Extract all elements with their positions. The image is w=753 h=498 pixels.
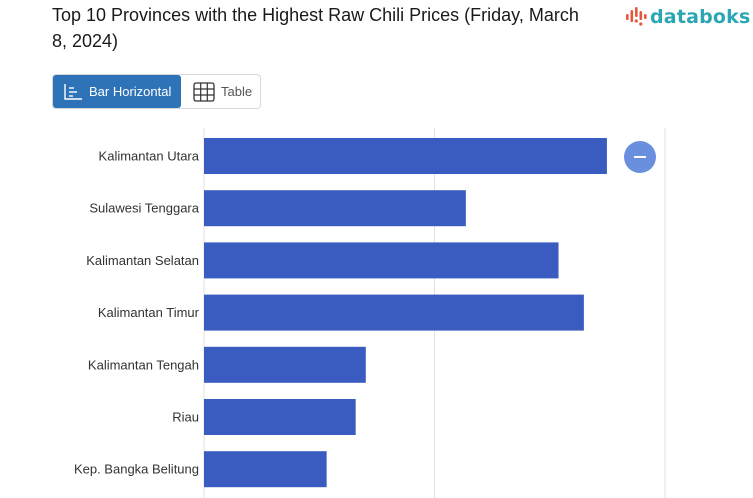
view-toggle: Bar Horizontal Table xyxy=(52,74,261,109)
category-label-3: Kalimantan Timur xyxy=(98,305,200,320)
bar-2[interactable] xyxy=(204,242,559,279)
bar-0[interactable] xyxy=(204,138,607,174)
bar-chart: Kalimantan Utara Sulawesi Tenggara Kaliman… xyxy=(0,120,753,498)
bar-chart-svg: Kalimantan Utara Sulawesi Tenggara Kaliman… xyxy=(74,128,666,498)
minus-icon xyxy=(634,156,646,158)
table-grid-icon xyxy=(193,81,215,102)
category-label-6: Kep. Bangka Belitung xyxy=(74,462,199,477)
scroll-indicator-button[interactable] xyxy=(624,141,656,173)
bar-6[interactable] xyxy=(204,451,327,488)
category-label-5: Riau xyxy=(172,410,199,425)
table-tab[interactable]: Table xyxy=(181,75,252,108)
bar-dots-logo-icon xyxy=(626,7,647,26)
category-label-1: Sulawesi Tenggara xyxy=(89,201,199,216)
bar-5[interactable] xyxy=(204,399,356,435)
bar-3[interactable] xyxy=(204,294,584,331)
databoks-logo[interactable]: databoks xyxy=(624,4,751,30)
category-label-4: Kalimantan Tengah xyxy=(88,357,199,372)
brand-name: databoks xyxy=(650,6,751,28)
bar-1[interactable] xyxy=(204,190,466,227)
category-label-0: Kalimantan Utara xyxy=(99,149,200,164)
category-label-2: Kalimantan Selatan xyxy=(86,253,199,268)
chart-title: Top 10 Provinces with the Highest Raw Ch… xyxy=(52,5,579,51)
table-label: Table xyxy=(221,84,253,99)
bar-chart-icon xyxy=(64,83,82,100)
bar-horizontal-tab[interactable]: Bar Horizontal xyxy=(53,75,181,108)
bar-horizontal-label: Bar Horizontal xyxy=(89,84,172,99)
bar-4[interactable] xyxy=(204,346,366,383)
